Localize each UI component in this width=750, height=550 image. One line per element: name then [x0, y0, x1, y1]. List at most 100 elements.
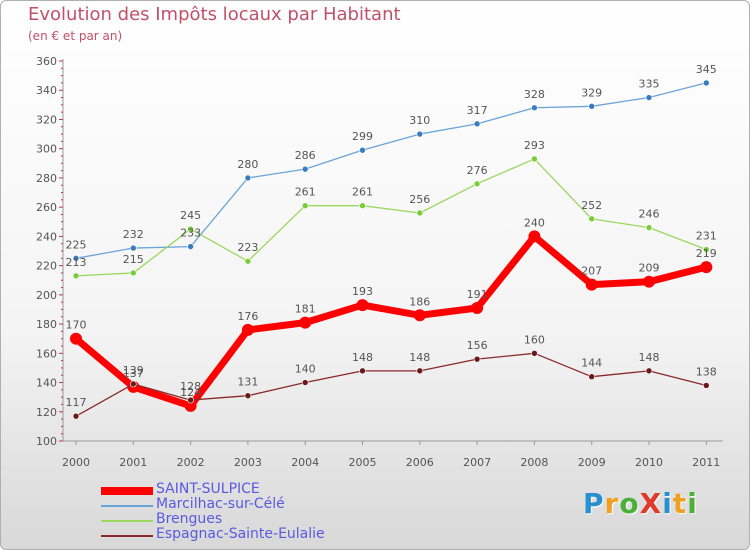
- data-point-espagnac-sainte-eulalie: [645, 367, 653, 375]
- data-point-brengues: [588, 215, 596, 223]
- y-tick-label: 280: [36, 172, 57, 185]
- data-label: 138: [696, 365, 717, 378]
- data-point-saint-sulpice: [241, 323, 254, 336]
- data-label: 219: [696, 247, 717, 260]
- data-label: 148: [409, 351, 430, 364]
- logo-letter: X: [639, 487, 663, 520]
- data-label: 276: [467, 164, 488, 177]
- data-point-espagnac-sainte-eulalie: [531, 350, 538, 357]
- data-label: 139: [123, 364, 144, 377]
- logo-letter: i: [662, 487, 673, 520]
- y-tick-label: 120: [36, 406, 57, 419]
- data-point-saint-sulpice: [585, 278, 598, 291]
- data-label: 170: [66, 319, 87, 332]
- data-label: 286: [295, 149, 316, 162]
- data-point-espagnac-sainte-eulalie: [473, 355, 481, 363]
- data-label: 225: [66, 238, 87, 251]
- data-point-saint-sulpice: [643, 275, 655, 288]
- proxiti-logo: ProXiti: [583, 487, 698, 520]
- data-label: 245: [180, 209, 201, 222]
- data-point-espagnac-sainte-eulalie: [416, 367, 424, 375]
- data-point-saint-sulpice: [528, 230, 541, 243]
- logo-letter: o: [619, 487, 640, 520]
- data-point-saint-sulpice: [70, 332, 82, 345]
- data-label: 223: [237, 241, 258, 254]
- data-label: 246: [639, 208, 660, 221]
- y-tick-label: 240: [36, 230, 57, 243]
- legend-swatch: [101, 534, 153, 537]
- x-tick-label: 2006: [406, 456, 434, 469]
- data-point-espagnac-sainte-eulalie: [130, 380, 137, 388]
- legend-swatch: [101, 486, 153, 495]
- legend-swatch: [101, 504, 153, 507]
- data-label: 140: [295, 363, 316, 376]
- y-tick-label: 360: [36, 55, 57, 68]
- data-label: 261: [295, 186, 316, 199]
- data-label: 335: [639, 78, 660, 91]
- legend-swatch: [101, 519, 153, 522]
- data-label: 128: [180, 380, 201, 393]
- data-label: 124: [180, 386, 201, 399]
- legend-label: Espagnac-Sainte-Eulalie: [156, 526, 325, 542]
- legend-item: Marcilhac-sur-Célé: [101, 496, 401, 513]
- y-tick-label: 140: [36, 377, 57, 390]
- data-label: 280: [237, 158, 258, 171]
- data-point-saint-sulpice: [356, 299, 369, 312]
- y-tick-label: 160: [36, 347, 57, 360]
- data-point-brengues: [301, 202, 309, 209]
- data-point-brengues: [359, 202, 366, 209]
- data-label: 231: [696, 230, 717, 243]
- data-label: 181: [295, 303, 316, 316]
- data-label: 148: [639, 351, 660, 364]
- data-label: 299: [352, 130, 373, 143]
- series-line-espagnac-sainte-eulalie: [75, 352, 707, 417]
- data-point-brengues: [702, 246, 710, 253]
- data-label: 261: [352, 186, 373, 199]
- data-label: 176: [237, 310, 258, 323]
- data-point-marcilhac-sur-cele: [187, 243, 194, 250]
- legend-item: Brengues: [101, 511, 401, 528]
- data-point-marcilhac-sur-cele: [645, 94, 653, 101]
- data-point-saint-sulpice: [299, 316, 312, 329]
- x-tick-label: 2004: [291, 456, 319, 469]
- data-label: 193: [352, 285, 373, 298]
- y-tick-label: 320: [36, 113, 57, 126]
- data-label: 207: [581, 265, 602, 278]
- series-line-brengues: [75, 158, 707, 277]
- data-point-brengues: [72, 272, 80, 280]
- data-label: 131: [237, 376, 258, 389]
- x-tick-label: 2007: [463, 456, 491, 469]
- data-point-espagnac-sainte-eulalie: [588, 373, 596, 380]
- legend-label: Marcilhac-sur-Célé: [156, 496, 285, 512]
- series-line-saint-sulpice: [72, 232, 710, 410]
- legend-label: Brengues: [156, 511, 223, 527]
- logo-letter: r: [604, 487, 620, 520]
- data-label: 328: [524, 88, 545, 101]
- data-label: 215: [123, 253, 144, 266]
- data-label: 186: [409, 295, 430, 308]
- data-point-marcilhac-sur-cele: [130, 244, 137, 252]
- legend-item: SAINT-SULPICE: [101, 481, 401, 498]
- data-label: 160: [524, 333, 545, 346]
- data-point-espagnac-sainte-eulalie: [187, 396, 194, 404]
- data-label: 256: [409, 193, 430, 206]
- data-point-marcilhac-sur-cele: [72, 255, 80, 262]
- y-tick-label: 300: [36, 143, 57, 156]
- data-point-marcilhac-sur-cele: [531, 104, 538, 112]
- x-tick-label: 2005: [349, 456, 377, 469]
- data-point-brengues: [187, 225, 194, 233]
- y-tick-label: 100: [36, 435, 57, 448]
- data-label: 232: [123, 228, 144, 241]
- data-point-marcilhac-sur-cele: [473, 120, 481, 128]
- data-point-saint-sulpice: [184, 399, 197, 412]
- chart-subtitle: (en € et par an): [28, 29, 123, 43]
- data-point-espagnac-sainte-eulalie: [301, 379, 309, 386]
- data-point-espagnac-sainte-eulalie: [72, 412, 80, 420]
- data-point-marcilhac-sur-cele: [244, 174, 252, 182]
- data-point-brengues: [244, 257, 252, 265]
- data-point-brengues: [416, 209, 424, 217]
- data-label: 233: [180, 227, 201, 240]
- y-tick-label: 340: [36, 84, 57, 97]
